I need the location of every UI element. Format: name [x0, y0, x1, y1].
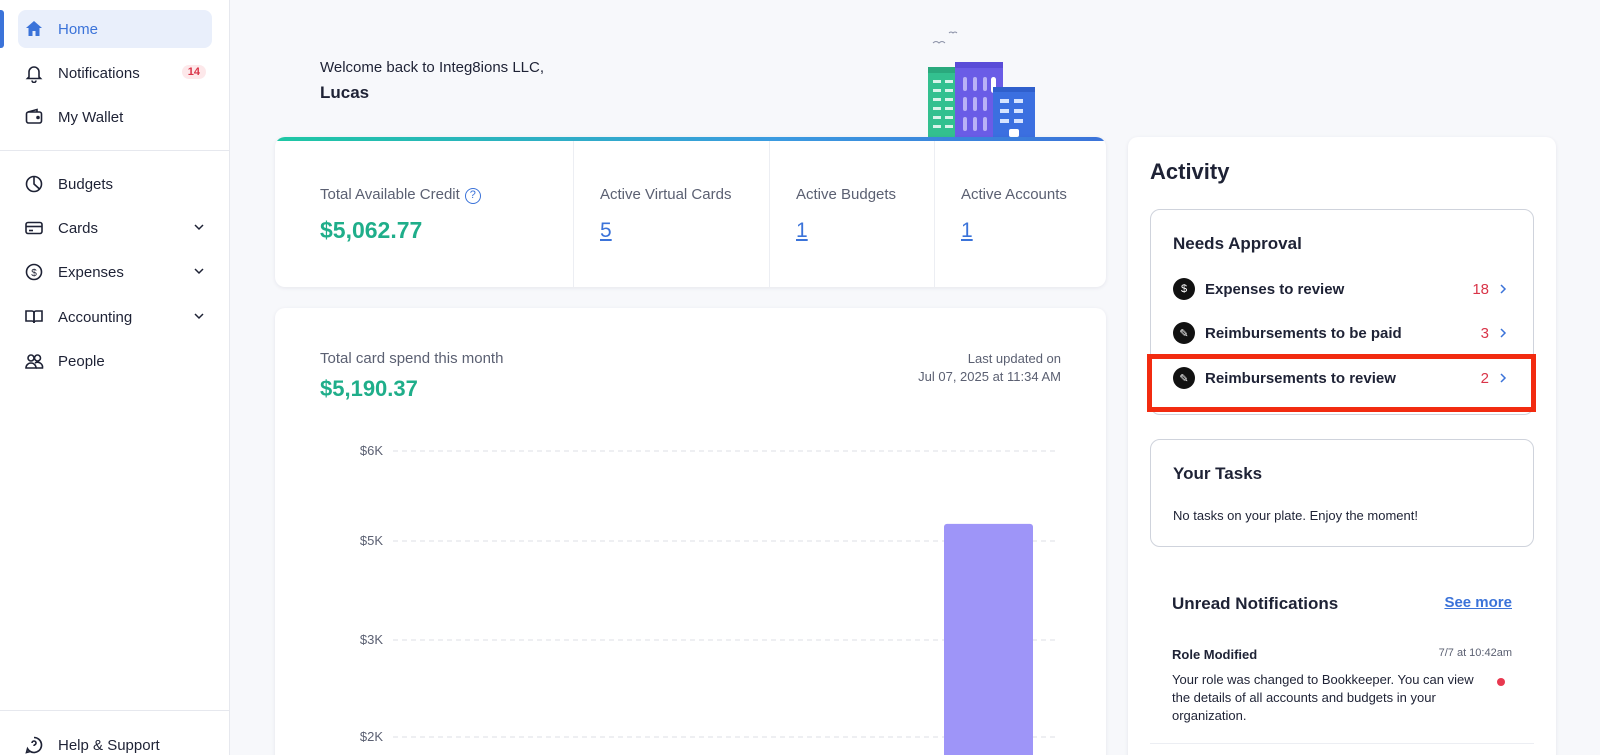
virtual-cards-label: Active Virtual Cards: [600, 186, 732, 203]
y-tick-label: $6K: [360, 443, 383, 458]
sidebar-item-label: My Wallet: [58, 108, 124, 126]
sidebar-divider: [0, 150, 230, 151]
dollar-circle-icon: $: [1173, 278, 1195, 300]
sidebar-footer-divider: [0, 710, 230, 711]
approval-count: 2: [1480, 369, 1489, 387]
people-icon: [23, 350, 45, 372]
spend-value: $5,190.37: [320, 376, 418, 401]
spend-bar-chart: $6K $5K $3K $2K: [360, 443, 1056, 755]
y-tick-label: $2K: [360, 729, 383, 744]
sidebar-item-budgets[interactable]: Budgets: [18, 165, 212, 203]
accounts-label: Active Accounts: [961, 186, 1067, 203]
chevron-right-icon: [1500, 284, 1507, 294]
sidebar-item-my-wallet[interactable]: My Wallet: [18, 98, 212, 136]
expenses-to-review-row[interactable]: $ Expenses to review 18: [1173, 275, 1513, 303]
approval-label: Expenses to review: [1205, 280, 1345, 298]
notification-divider: [1150, 743, 1534, 744]
wallet-icon: [23, 106, 45, 128]
stat-divider: [934, 141, 935, 287]
virtual-cards-count-link[interactable]: 5: [600, 219, 612, 242]
sidebar-item-home[interactable]: Home: [18, 10, 212, 48]
your-tasks-title: Your Tasks: [1173, 464, 1263, 483]
sidebar-item-accounting[interactable]: Accounting: [18, 298, 212, 336]
sidebar-item-expenses[interactable]: $ Expenses: [18, 253, 212, 291]
reimbursements-to-review-row[interactable]: ✎ Reimbursements to review 2: [1173, 364, 1513, 392]
svg-text:$: $: [31, 268, 37, 279]
needs-approval-box: Needs Approval $ Expenses to review 18 ✎…: [1150, 209, 1534, 415]
stat-divider: [769, 141, 770, 287]
card-spend-card: Total card spend this month $5,190.37 La…: [275, 308, 1106, 755]
active-indicator: [0, 10, 4, 48]
chevron-down-icon[interactable]: [192, 220, 206, 234]
bell-icon: [23, 62, 45, 84]
stat-divider: [573, 141, 574, 287]
approval-count: 18: [1472, 280, 1489, 298]
sidebar-item-label: Budgets: [58, 175, 114, 193]
accounts-count-link[interactable]: 1: [961, 219, 973, 242]
card-accent-bar: [275, 137, 1106, 141]
sidebar-item-cards[interactable]: Cards: [18, 209, 212, 247]
budgets-count-link[interactable]: 1: [796, 219, 808, 242]
welcome-message: Welcome back to Integ8ions LLC,: [320, 59, 545, 76]
sidebar-item-label: Cards: [58, 219, 99, 237]
dollar-circle-icon: $: [23, 261, 45, 283]
last-updated-label: Last updated on: [967, 351, 1061, 366]
office-building-illustration: [928, 31, 1035, 140]
budgets-label: Active Budgets: [796, 186, 897, 203]
spend-label: Total card spend this month: [320, 350, 504, 367]
help-support-link[interactable]: Help & Support: [18, 726, 212, 755]
sidebar-item-label: Home: [58, 20, 99, 38]
reimbursements-to-be-paid-row[interactable]: ✎ Reimbursements to be paid 3: [1173, 319, 1513, 347]
notification-title: Role Modified: [1172, 647, 1258, 662]
home-icon: [23, 18, 45, 40]
unread-notifications-title: Unread Notifications: [1172, 594, 1339, 613]
chevron-down-icon[interactable]: [192, 309, 206, 323]
sidebar-item-label: Notifications: [58, 64, 140, 82]
notification-time: 7/7 at 10:42am: [1438, 647, 1512, 659]
y-tick-label: $3K: [360, 632, 383, 647]
last-updated: Last updated on Jul 07, 2025 at 11:34 AM: [918, 350, 1061, 386]
credit-value: $5,062.77: [320, 217, 423, 243]
activity-panel: Activity Needs Approval $ Expenses to re…: [1128, 137, 1556, 755]
account-summary-card: Total Available Credit? $5,062.77 Active…: [275, 137, 1106, 287]
chevron-down-icon[interactable]: [192, 264, 206, 278]
spend-bar[interactable]: [944, 523, 1033, 755]
pencil-icon: ✎: [1173, 367, 1195, 389]
sidebar-item-notifications[interactable]: Notifications 14: [18, 54, 212, 92]
sidebar-item-people[interactable]: People: [18, 342, 212, 380]
needs-approval-title: Needs Approval: [1173, 234, 1302, 253]
pie-chart-icon: [23, 173, 45, 195]
highlight-annotation: [1147, 354, 1536, 412]
sidebar-item-label: Accounting: [58, 308, 133, 326]
sidebar-item-label: Expenses: [58, 263, 124, 281]
notification-body: Your role was changed to Bookkeeper. You…: [1172, 672, 1474, 723]
sidebar-item-label: People: [58, 352, 105, 370]
chevron-right-icon: [1500, 328, 1507, 338]
credit-card-icon: [23, 217, 45, 239]
tasks-empty-message: No tasks on your plate. Enjoy the moment…: [1173, 508, 1418, 523]
sidebar: Home Notifications 14 My Wallet Budgets …: [0, 0, 230, 755]
book-icon: [23, 306, 45, 328]
approval-count: 3: [1480, 324, 1489, 342]
question-circle-icon[interactable]: ?: [464, 188, 481, 204]
see-more-link[interactable]: See more: [1444, 594, 1512, 611]
approval-label: Reimbursements to review: [1205, 369, 1396, 387]
unread-indicator: [1497, 678, 1505, 686]
chevron-right-icon: [1500, 373, 1507, 383]
credit-label: Total Available Credit: [320, 186, 460, 203]
help-icon: [23, 734, 45, 755]
activity-title: Activity: [1150, 159, 1230, 184]
help-support-label: Help & Support: [58, 736, 160, 754]
last-updated-timestamp: Jul 07, 2025 at 11:34 AM: [918, 369, 1061, 384]
your-tasks-box: Your Tasks No tasks on your plate. Enjoy…: [1150, 439, 1534, 547]
approval-label: Reimbursements to be paid: [1205, 324, 1402, 342]
pencil-icon: ✎: [1173, 322, 1195, 344]
user-name: Lucas: [320, 83, 370, 102]
notification-count-badge: 14: [181, 65, 206, 79]
y-tick-label: $5K: [360, 533, 383, 548]
